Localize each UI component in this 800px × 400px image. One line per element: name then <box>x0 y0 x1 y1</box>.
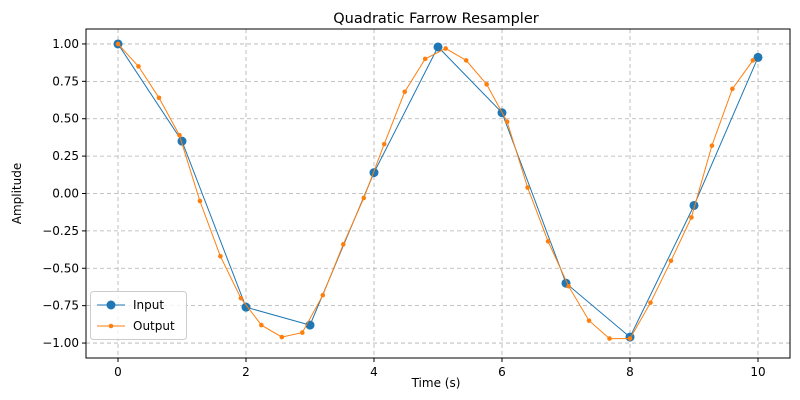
output-series-line <box>117 43 754 340</box>
output-data-point <box>750 58 756 63</box>
output-data-point <box>402 89 408 95</box>
y-tick-label: −1.00 <box>42 336 79 350</box>
output-data-point <box>259 322 264 328</box>
legend-marker-output <box>108 323 114 329</box>
y-axis-label: Amplitude <box>10 163 24 225</box>
output-data-point <box>689 215 694 220</box>
output-data-point <box>279 334 285 340</box>
output-data-point <box>115 41 121 47</box>
chart-title: Quadratic Farrow Resampler <box>333 11 538 27</box>
output-data-point <box>320 292 326 298</box>
output-data-point <box>525 185 530 190</box>
input-data-point <box>433 42 443 52</box>
y-tick-label: 0.50 <box>52 112 79 126</box>
output-data-point <box>238 295 244 301</box>
input-data-point <box>753 52 763 62</box>
y-tick-label: 0.75 <box>52 74 79 88</box>
x-tick-label: 8 <box>626 365 634 379</box>
output-data-point <box>648 300 653 305</box>
output-data-point <box>136 64 141 69</box>
y-tick-label: 0.25 <box>52 149 79 163</box>
x-tick-label: 6 <box>498 365 506 379</box>
y-tick-label: 0.00 <box>52 187 79 201</box>
output-data-point <box>545 239 551 244</box>
output-data-point <box>218 254 223 259</box>
x-tick-label: 10 <box>750 365 765 379</box>
output-data-point <box>484 82 489 87</box>
x-tick-label: 0 <box>114 365 122 379</box>
output-data-point <box>156 95 162 101</box>
output-data-point <box>463 58 469 63</box>
output-data-point <box>361 195 367 201</box>
y-tick-label: −0.25 <box>42 224 79 238</box>
legend-label-output: Output <box>133 319 175 333</box>
output-data-point <box>177 132 182 138</box>
series-layer <box>113 39 763 342</box>
output-data-point <box>566 283 571 289</box>
input-data-point <box>689 200 699 210</box>
input-data-point <box>241 302 251 312</box>
output-data-point <box>443 46 448 51</box>
y-tick-label: 1.00 <box>52 37 79 51</box>
x-tick-label: 2 <box>242 365 250 379</box>
output-data-point <box>340 242 346 247</box>
axis-ticks: 0 2 4 6 8 10 −1.00 −0.75 −0.50 −0.25 0.00 0.25 0.50 0… <box>42 37 765 379</box>
output-data-point <box>381 141 387 147</box>
output-data-point <box>730 86 735 92</box>
output-data-point <box>422 56 428 62</box>
legend-label-input: Input <box>133 298 164 312</box>
output-data-point <box>709 143 715 148</box>
legend-marker-input <box>106 300 116 310</box>
output-data-point <box>504 119 510 125</box>
y-tick-label: −0.50 <box>42 261 79 275</box>
output-data-point <box>300 330 305 335</box>
output-data-point <box>586 318 592 323</box>
x-tick-label: 4 <box>370 365 378 379</box>
output-data-point <box>607 336 612 341</box>
output-data-point <box>627 336 633 341</box>
legend: Input Output <box>90 291 187 340</box>
input-data-point <box>177 136 187 146</box>
input-data-point <box>369 168 379 178</box>
y-tick-label: −0.75 <box>42 299 79 313</box>
output-data-point <box>197 198 203 204</box>
output-data-point <box>668 258 674 264</box>
x-axis-label: Time (s) <box>411 376 461 390</box>
